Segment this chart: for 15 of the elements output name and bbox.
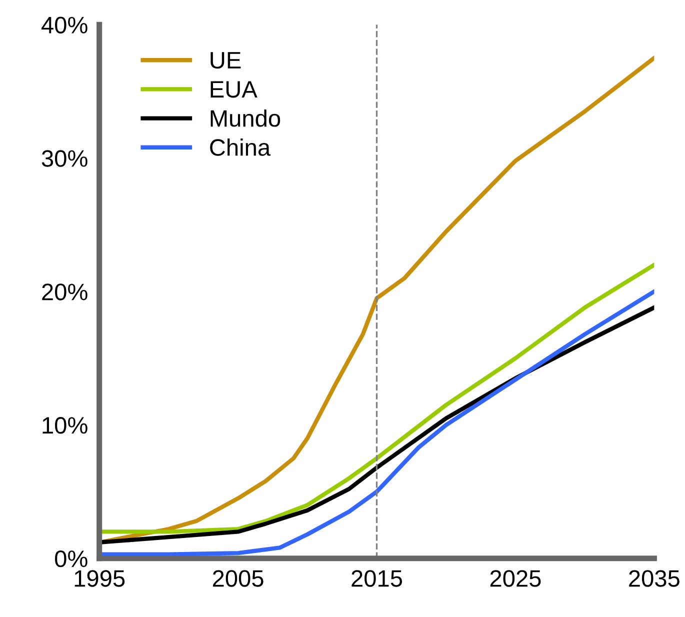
x-tick-label: 2015 [352, 570, 402, 587]
x-tick-label: 2025 [490, 570, 541, 587]
y-tick-label: 0% [55, 550, 88, 568]
legend-label: UE [210, 52, 241, 69]
x-tick-label: 2035 [629, 570, 680, 587]
y-tick-label: 20% [42, 284, 88, 300]
line-series [99, 262, 654, 534]
legend-label: EUA [210, 81, 258, 98]
legend-label: China [210, 138, 271, 156]
y-tick-label: 30% [42, 150, 88, 167]
y-tick-label: 40% [42, 16, 88, 34]
x-tick-label: 2005 [212, 570, 264, 587]
y-tick-label: 10% [42, 417, 88, 434]
x-tick-label: 1995 [74, 570, 125, 587]
legend-label: Mundo [210, 109, 280, 127]
